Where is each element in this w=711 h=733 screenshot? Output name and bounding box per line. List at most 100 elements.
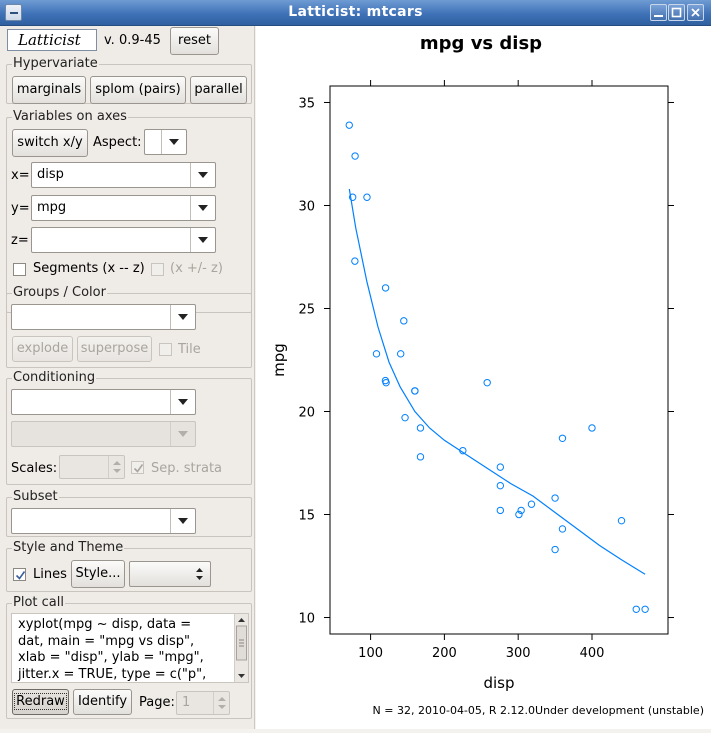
title-bar: Latticist: mtcars: [0, 0, 711, 26]
style-button-label: Style...: [75, 566, 121, 581]
tile-label: Tile: [178, 342, 201, 357]
plot-call-line: xlab = "disp", ylab = "mpg",: [18, 650, 204, 665]
marginals-button[interactable]: marginals: [12, 76, 86, 104]
z-variable-combo[interactable]: [31, 227, 216, 253]
conditioning-combo-1[interactable]: [11, 389, 196, 415]
check-icon: [15, 571, 26, 580]
y-variable-combo[interactable]: mpg: [31, 195, 216, 221]
data-point: [351, 257, 359, 265]
scrollbar-icon: [236, 618, 247, 678]
version-label: v. 0.9-45: [104, 33, 161, 48]
marginals-button-label: marginals: [16, 82, 82, 97]
lines-checkbox[interactable]: [13, 568, 26, 581]
identify-button[interactable]: Identify: [73, 689, 132, 715]
conditioning-group: Conditioning: [6, 370, 252, 485]
y-tick-label: 10: [298, 612, 315, 627]
data-point: [632, 605, 640, 613]
plot-call-text[interactable]: xyplot(mpg ~ disp, data = dat, main = "m…: [11, 613, 249, 683]
chevron-down-icon: [190, 196, 215, 220]
x-tick-label: 400: [580, 646, 605, 661]
splom-button[interactable]: splom (pairs): [90, 76, 186, 104]
z-label: z=: [11, 233, 29, 248]
parallel-button[interactable]: parallel: [190, 76, 247, 104]
hypervariate-title: Hypervariate: [12, 56, 99, 71]
segments-checkbox[interactable]: [13, 263, 26, 276]
scales-spinner[interactable]: [59, 455, 125, 479]
data-point: [348, 193, 357, 201]
groups-group: Groups / Color: [6, 285, 252, 368]
minimize-button[interactable]: [650, 4, 667, 21]
plot-call-scrollbar[interactable]: [234, 614, 248, 682]
identify-button-label: Identify: [77, 694, 128, 709]
chevron-down-icon: [170, 390, 195, 414]
data-point: [496, 506, 505, 515]
subset-combo[interactable]: [11, 508, 196, 534]
data-point: [641, 605, 649, 613]
data-point: [588, 424, 596, 432]
data-point: [558, 434, 567, 442]
data-point: [411, 387, 419, 395]
smooth-line: [348, 188, 646, 575]
x-variable-combo[interactable]: disp: [31, 162, 216, 188]
page-label: Page:: [139, 695, 175, 710]
data-point: [527, 500, 536, 508]
x-axis-label: disp: [483, 674, 514, 692]
chevron-down-icon: [170, 422, 195, 446]
style-title: Style and Theme: [12, 540, 125, 555]
tile-checkbox[interactable]: [159, 343, 172, 356]
menu-icon: [10, 12, 18, 14]
explode-button-label: explode: [16, 341, 69, 356]
plot-call-code: xyplot(mpg ~ disp, data = dat, main = "m…: [18, 617, 230, 682]
chart-title: mpg vs disp: [420, 33, 542, 54]
data-point: [617, 516, 626, 525]
maximize-button[interactable]: [668, 4, 685, 21]
chevron-down-icon: [170, 509, 195, 533]
redraw-button[interactable]: Redraw: [12, 689, 69, 715]
plot-panel: [329, 85, 669, 635]
y-tick-label: 30: [298, 199, 315, 214]
data-point: [416, 453, 425, 461]
superpose-button-label: superpose: [80, 341, 149, 356]
plot-area[interactable]: mpg vs disp 100 200 300 400 10 15 20 25 30 35 disp m…: [256, 26, 711, 729]
plot-call-line: xyplot(mpg ~ disp, data =: [18, 617, 192, 632]
close-button[interactable]: [687, 4, 704, 21]
style-button[interactable]: Style...: [71, 560, 125, 588]
y-tick-label: 20: [298, 406, 315, 421]
close-icon: [691, 8, 700, 17]
switch-xy-button[interactable]: switch x/y: [12, 129, 88, 157]
aspect-combo[interactable]: [144, 129, 187, 155]
x-variable-value: disp: [37, 167, 64, 182]
data-point: [459, 446, 467, 455]
theme-combo[interactable]: [129, 561, 211, 587]
data-point: [416, 424, 425, 432]
chevron-down-icon: [170, 305, 195, 329]
chevron-down-icon: [190, 163, 215, 187]
groups-title: Groups / Color: [12, 285, 107, 300]
parallel-button-label: parallel: [194, 82, 243, 97]
page-spinner[interactable]: 1: [176, 691, 230, 715]
chart: mpg vs disp 100 200 300 400 10 15 20 25 30 35 disp m…: [270, 33, 704, 717]
window-title: Latticist: mtcars: [288, 4, 423, 20]
control-panel: Latticist v. 0.9-45 reset Hypervariate m…: [0, 26, 255, 729]
plotcall-title: Plot call: [12, 595, 65, 610]
plotcall-group: Plot call: [6, 595, 252, 719]
explode-button[interactable]: explode: [12, 336, 73, 362]
data-point: [372, 350, 381, 358]
groups-combo[interactable]: [11, 304, 196, 330]
superpose-button[interactable]: superpose: [77, 336, 152, 362]
x-tick-label: 100: [358, 646, 383, 661]
reset-button[interactable]: reset: [170, 27, 219, 55]
data-point: [551, 545, 559, 554]
footer-text: N = 32, 2010-04-05, R 2.12.0Under develo…: [373, 704, 704, 717]
plusminus-checkbox[interactable]: [151, 263, 164, 276]
window-menu-button[interactable]: [5, 4, 22, 21]
splom-button-label: splom (pairs): [95, 82, 181, 97]
sep-strata-label: Sep. strata: [151, 461, 223, 476]
plot-call-line: jitter.x = TRUE, type = c("p",: [18, 666, 207, 682]
minimize-icon: [654, 15, 663, 17]
segments-label: Segments (x -- z): [33, 261, 145, 276]
y-axis-label: mpg: [270, 343, 288, 377]
sep-strata-checkbox[interactable]: [131, 461, 144, 474]
scales-label: Scales:: [11, 461, 58, 476]
conditioning-combo-2[interactable]: [11, 421, 196, 447]
